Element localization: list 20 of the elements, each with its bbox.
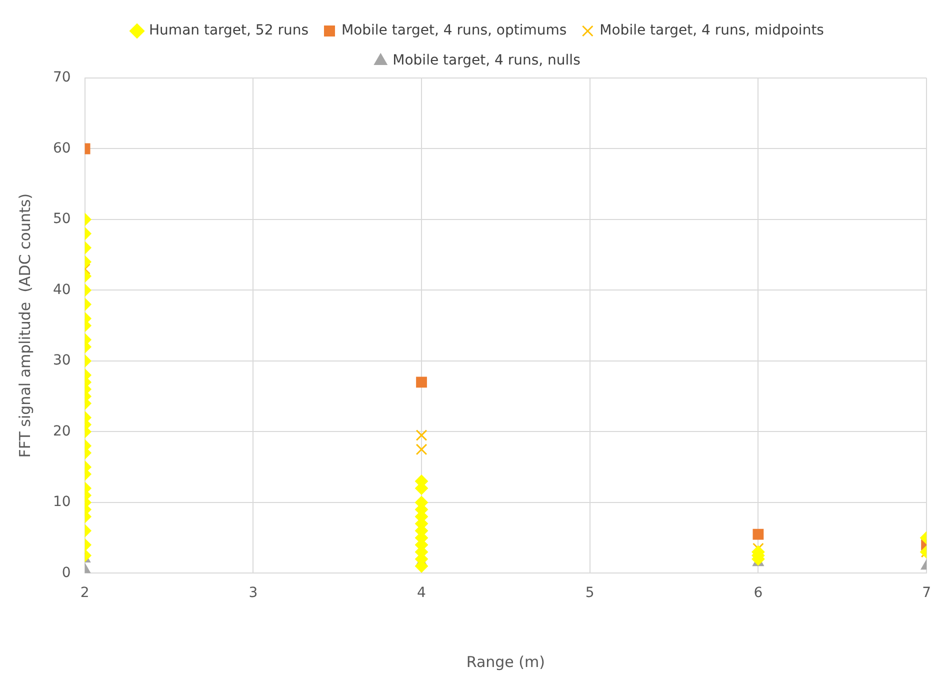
x-tick-label: 3 [248,585,258,602]
x-tick-label: 5 [585,585,594,602]
y-tick-label: 70 [52,70,71,86]
x-tick-label: 7 [922,585,932,602]
y-axis-title: FFT signal amplitude (ADC counts) [16,193,34,458]
x-tick-label: 4 [417,585,426,602]
y-tick-label: 20 [52,423,71,440]
y-tick-label: 50 [52,211,71,228]
legend-label: Mobile target, 4 runs, midpoints [600,22,824,39]
y-tick-label: 10 [52,494,71,510]
y-tick-label: 60 [52,140,71,156]
x-tick-label: 2 [80,585,90,602]
legend-label: Mobile target, 4 runs, nulls [392,52,580,69]
y-tick-label: 40 [52,282,71,298]
y-tick-label: 0 [62,564,71,581]
legend-label: Human target, 52 runs [149,22,308,39]
x-tick-label: 6 [754,585,763,602]
legend-label: Mobile target, 4 runs, optimums [341,22,567,39]
x-axis-title: Range (m) [466,652,545,671]
y-tick-label: 30 [52,352,71,369]
